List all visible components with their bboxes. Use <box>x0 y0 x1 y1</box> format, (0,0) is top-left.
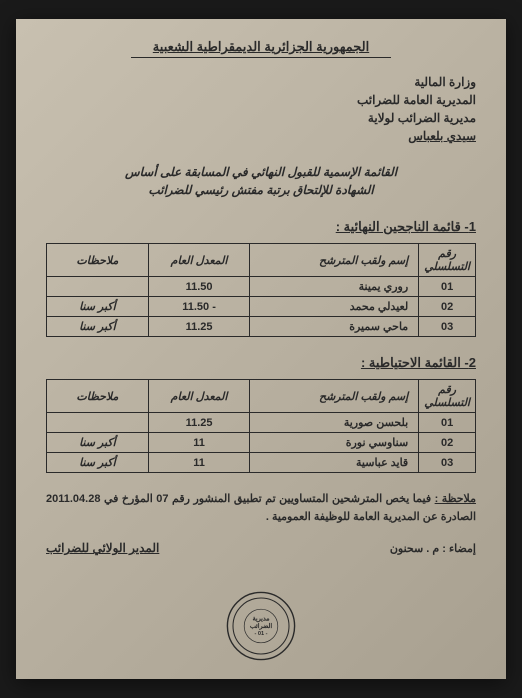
cell-note <box>47 413 149 433</box>
director-title: المدير الولائي للضرائب <box>46 541 159 555</box>
cell-name: سناوسي نورة <box>250 433 419 453</box>
note-body: فيما يخص المترشحين المتساويين تم تطبيق ا… <box>46 493 476 523</box>
ministry-line: مديرية الضرائب لولاية <box>46 109 476 127</box>
cell-name: قايد عباسية <box>250 453 419 473</box>
cell-num: 02 <box>419 297 476 317</box>
official-stamp: مديرية الضرائب - 01 - <box>226 591 296 661</box>
title-line: القائمة الإسمية للقبول النهائي في المساب… <box>46 163 476 181</box>
cell-num: 01 <box>419 277 476 297</box>
cell-num: 03 <box>419 453 476 473</box>
document-page: الجمهورية الجزائرية الديمقراطية الشعبية … <box>16 19 506 679</box>
cell-name: روري يمينة <box>250 277 419 297</box>
cell-num: 01 <box>419 413 476 433</box>
cell-avg: 11 <box>148 453 250 473</box>
cell-note: أكبر سنا <box>47 297 149 317</box>
table2-body: 01بلحسن صورية11.2502سناوسي نورة11أكبر سن… <box>47 413 476 473</box>
document-title: القائمة الإسمية للقبول النهائي في المساب… <box>46 163 476 199</box>
cell-name: بلحسن صورية <box>250 413 419 433</box>
cell-num: 03 <box>419 317 476 337</box>
table-final-list: رقم التسلسلي إسم ولقب المترشح المعدل الع… <box>46 243 476 337</box>
ministry-block: وزارة المالية المديرية العامة للضرائب مد… <box>46 73 476 145</box>
cell-name: ماحي سميرة <box>250 317 419 337</box>
header-underline <box>131 57 391 58</box>
col-header-avg: المعدل العام <box>148 380 250 413</box>
cell-note: أكبر سنا <box>47 317 149 337</box>
country-header: الجمهورية الجزائرية الديمقراطية الشعبية <box>46 39 476 55</box>
col-header-note: ملاحظات <box>47 380 149 413</box>
cell-avg: - 11.50 <box>148 297 250 317</box>
table-row: 01بلحسن صورية11.25 <box>47 413 476 433</box>
table-reserve-list: رقم التسلسلي إسم ولقب المترشح المعدل الع… <box>46 379 476 473</box>
table1-body: 01روري يمينة11.5002لعيدلي محمد- 11.50أكب… <box>47 277 476 337</box>
col-header-avg: المعدل العام <box>148 244 250 277</box>
cell-name: لعيدلي محمد <box>250 297 419 317</box>
signature-row: إمضاء : م . سحنون المدير الولائي للضرائب <box>46 541 476 555</box>
sign-label: إمضاء : م . سحنون <box>390 542 476 555</box>
cell-note: أكبر سنا <box>47 453 149 473</box>
table-header-row: رقم التسلسلي إسم ولقب المترشح المعدل الع… <box>47 380 476 413</box>
note-text: ملاحظة : فيما يخص المترشحين المتساويين ت… <box>46 491 476 526</box>
table-row: 02سناوسي نورة11أكبر سنا <box>47 433 476 453</box>
svg-text:الضرائب: الضرائب <box>250 623 273 630</box>
col-header-num: رقم التسلسلي <box>419 244 476 277</box>
svg-text:- 01 -: - 01 - <box>254 631 267 637</box>
col-header-note: ملاحظات <box>47 244 149 277</box>
cell-avg: 11.50 <box>148 277 250 297</box>
col-header-num: رقم التسلسلي <box>419 380 476 413</box>
ministry-line: المديرية العامة للضرائب <box>46 91 476 109</box>
section2-title: 2- القائمة الاحتياطية : <box>46 355 476 371</box>
cell-avg: 11.25 <box>148 413 250 433</box>
table-row: 01روري يمينة11.50 <box>47 277 476 297</box>
table-row: 03قايد عباسية11أكبر سنا <box>47 453 476 473</box>
cell-num: 02 <box>419 433 476 453</box>
ministry-line: سيدي بلعباس <box>46 127 476 145</box>
table-header-row: رقم التسلسلي إسم ولقب المترشح المعدل الع… <box>47 244 476 277</box>
cell-note <box>47 277 149 297</box>
col-header-name: إسم ولقب المترشح <box>250 244 419 277</box>
svg-text:مديرية: مديرية <box>252 615 269 622</box>
cell-note: أكبر سنا <box>47 433 149 453</box>
cell-avg: 11.25 <box>148 317 250 337</box>
col-header-name: إسم ولقب المترشح <box>250 380 419 413</box>
section1-title: 1- قائمة الناجحين النهائية : <box>46 219 476 235</box>
table-row: 03ماحي سميرة11.25أكبر سنا <box>47 317 476 337</box>
title-line: الشهادة للإلتحاق برتبة مفتش رئيسي للضرائ… <box>46 181 476 199</box>
table-row: 02لعيدلي محمد- 11.50أكبر سنا <box>47 297 476 317</box>
cell-avg: 11 <box>148 433 250 453</box>
note-label: ملاحظة : <box>435 493 476 505</box>
ministry-line: وزارة المالية <box>46 73 476 91</box>
